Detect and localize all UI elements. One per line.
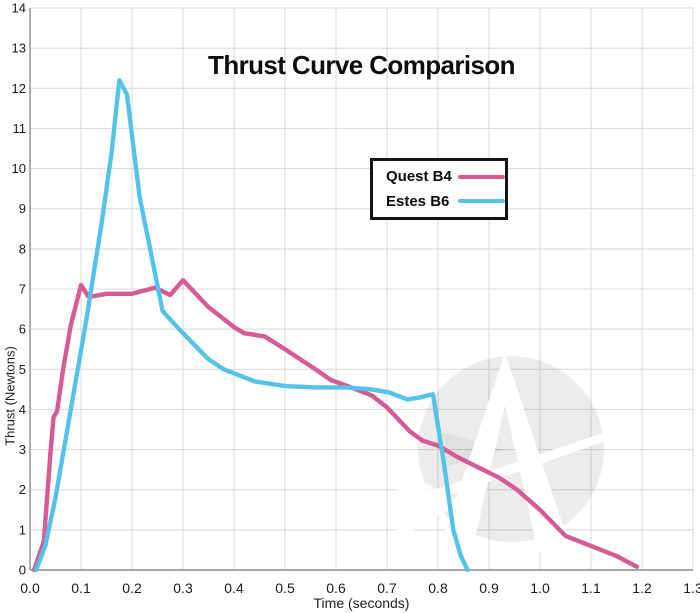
y-tick-label: 2 (19, 482, 26, 497)
legend: Quest B4 Estes B6 (370, 158, 508, 220)
y-tick-label: 12 (12, 81, 26, 96)
series-line-quest-b4 (31, 278, 640, 573)
x-axis-title: Time (seconds) (313, 595, 410, 611)
legend-item-estes-b6: Estes B6 (386, 193, 505, 210)
x-tick-label: 1.3 (683, 580, 700, 596)
y-axis-title: Thrust (Newtons) (2, 346, 18, 446)
x-tick-label: 1.0 (530, 580, 550, 596)
x-tick-label: 0.3 (173, 580, 193, 596)
y-tick-label: 8 (19, 241, 26, 256)
watermark-letter-a (438, 353, 572, 552)
x-tick-label: 0.1 (71, 580, 91, 596)
x-tick-label: 0.8 (428, 580, 448, 596)
y-tick-label: 1 (19, 522, 26, 537)
legend-line-swatch (458, 199, 505, 204)
y-tick-label: 14 (12, 1, 26, 16)
x-tick-label: 1.2 (632, 580, 652, 596)
y-tick-label: 3 (19, 442, 26, 457)
apogee-watermark (396, 353, 606, 552)
y-tick-label: 7 (19, 282, 26, 297)
y-tick-label: 9 (19, 201, 26, 216)
legend-line-swatch (458, 174, 505, 179)
grid-lines (29, 7, 694, 571)
x-tick-label: 0.9 (479, 580, 499, 596)
x-tick-label: 0.6 (326, 580, 346, 596)
x-tick-label: 0.4 (224, 580, 244, 596)
x-tick-label: 0.2 (122, 580, 142, 596)
y-tick-label: 10 (12, 161, 26, 176)
x-tick-label: 0.5 (275, 580, 295, 596)
y-tick-label: 4 (19, 402, 26, 417)
y-tick-label: 0 (19, 563, 26, 578)
x-tick-label: 1.1 (581, 580, 601, 596)
x-tick-label: 0.7 (377, 580, 397, 596)
y-tick-label: 11 (13, 121, 27, 136)
y-tick-label: 13 (12, 41, 26, 56)
y-tick-label: 6 (19, 322, 26, 337)
legend-item-quest-b4: Quest B4 (386, 168, 505, 185)
y-tick-label: 5 (19, 362, 26, 377)
legend-label: Quest B4 (386, 168, 452, 186)
x-tick-label: 0.0 (20, 580, 40, 596)
watermark-swoosh-tail (396, 468, 462, 540)
series-line-estes-b6 (33, 78, 470, 573)
legend-label: Estes B6 (386, 192, 450, 210)
chart-title: Thrust Curve Comparison (208, 50, 516, 80)
